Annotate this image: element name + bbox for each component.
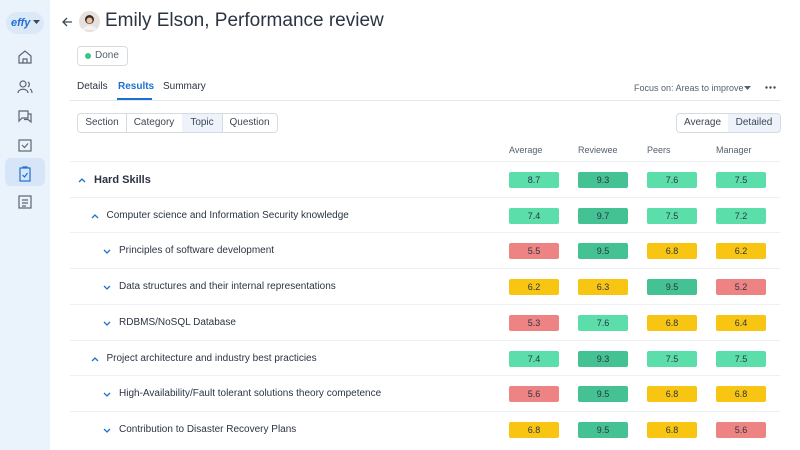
row-label: RDBMS/NoSQL Database <box>119 316 236 328</box>
table-row: Hard Skills 8.7 9.3 7.6 7.5 <box>70 161 780 198</box>
row-label: High-Availability/Fault tolerant solutio… <box>119 388 382 400</box>
column-header: Average <box>509 145 543 155</box>
tab[interactable]: Summary <box>163 81 206 92</box>
score-badge: 9.3 <box>578 350 628 367</box>
more-menu[interactable] <box>765 86 776 89</box>
score-badge: 5.6 <box>716 421 766 438</box>
grouping-option-selected[interactable]: Topic <box>182 113 223 133</box>
score-badge: 6.8 <box>647 421 697 438</box>
score-badge: 7.5 <box>647 350 697 367</box>
nav-home[interactable] <box>15 47 35 67</box>
page-title: Emily Elson, Performance review <box>105 10 384 31</box>
row-label: Principles of software development <box>119 245 275 257</box>
focus-select[interactable]: Focus on: Areas to improve <box>634 83 744 93</box>
table-row: High-Availability/Fault tolerant solutio… <box>70 375 780 412</box>
score-badge: 7.6 <box>578 314 628 331</box>
score-badge: 8.7 <box>509 172 559 188</box>
expand-toggle[interactable] <box>103 283 111 291</box>
score-badge: 6.8 <box>647 314 697 331</box>
score-badge: 6.8 <box>647 243 697 260</box>
tab-indicator <box>117 98 152 100</box>
score-badge: 9.7 <box>578 207 628 224</box>
score-badge: 7.6 <box>647 172 697 188</box>
score-badge: 5.6 <box>509 386 559 403</box>
score-badge: 7.2 <box>716 207 766 224</box>
column-header: Peers <box>647 145 671 155</box>
nav-reviews[interactable] <box>15 164 35 184</box>
status-badge: Done <box>77 46 128 66</box>
table-row: Computer science and Information Securit… <box>70 196 780 234</box>
expand-toggle[interactable] <box>103 319 111 327</box>
tab-active[interactable]: Results <box>118 81 155 92</box>
score-badge: 7.4 <box>509 350 559 367</box>
score-badge: 7.5 <box>647 207 697 224</box>
score-badge: 5.2 <box>716 279 766 296</box>
focus-caret <box>744 86 751 90</box>
score-badge: 5.5 <box>509 243 559 260</box>
view-option-selected[interactable]: Detailed <box>728 113 781 133</box>
tab-divider <box>70 100 780 101</box>
collapse-toggle[interactable] <box>78 176 86 184</box>
nav-people[interactable] <box>15 77 35 97</box>
column-header: Reviewee <box>578 145 618 155</box>
score-badge: 6.8 <box>647 386 697 403</box>
avatar <box>79 11 100 32</box>
score-badge: 9.5 <box>578 243 628 260</box>
score-badge: 7.5 <box>716 350 766 367</box>
row-label: Data structures and their internal repre… <box>119 281 336 293</box>
view-option[interactable]: Average <box>676 113 729 133</box>
score-badge: 6.3 <box>578 279 628 296</box>
logo-caret <box>33 20 40 24</box>
tab[interactable]: Details <box>77 81 108 92</box>
row-label: Contribution to Disaster Recovery Plans <box>119 423 297 435</box>
score-badge: 6.4 <box>716 314 766 331</box>
table-row: RDBMS/NoSQL Database 5.3 7.6 6.8 6.4 <box>70 303 780 341</box>
logo[interactable]: effy <box>6 12 44 34</box>
table-row: Project architecture and industry best p… <box>70 339 780 377</box>
score-badge: 6.2 <box>716 243 766 260</box>
row-label: Hard Skills <box>94 174 151 186</box>
collapse-toggle[interactable] <box>91 212 99 220</box>
grouping-option[interactable]: Question <box>222 113 278 133</box>
sidebar: effy <box>0 0 50 450</box>
score-badge: 9.5 <box>578 386 628 403</box>
score-badge: 9.5 <box>578 421 628 438</box>
score-badge: 5.3 <box>509 314 559 331</box>
score-badge: 6.8 <box>716 386 766 403</box>
score-badge: 9.3 <box>578 172 628 188</box>
expand-toggle[interactable] <box>103 426 111 434</box>
score-badge: 7.5 <box>716 172 766 188</box>
row-label: Computer science and Information Securit… <box>106 209 349 221</box>
score-badge: 6.2 <box>509 279 559 296</box>
score-badge: 6.8 <box>509 421 559 438</box>
nav-docs[interactable] <box>15 192 35 212</box>
expand-toggle[interactable] <box>103 247 111 255</box>
grouping-option[interactable]: Section <box>77 113 127 133</box>
nav-chat[interactable] <box>15 106 35 126</box>
nav-tasks[interactable] <box>15 135 35 155</box>
row-label: Project architecture and industry best p… <box>106 352 317 364</box>
back-button[interactable] <box>61 16 73 28</box>
score-badge: 9.5 <box>647 279 697 296</box>
table-row: Contribution to Disaster Recovery Plans 6… <box>70 410 780 448</box>
table-row: Data structures and their internal repre… <box>70 268 780 305</box>
table-row: Principles of software development 5.5 9.5… <box>70 232 780 269</box>
collapse-toggle[interactable] <box>91 355 99 363</box>
grouping-option[interactable]: Category <box>126 113 183 133</box>
expand-toggle[interactable] <box>103 390 111 398</box>
column-header: Manager <box>716 145 752 155</box>
score-badge: 7.4 <box>509 207 559 224</box>
